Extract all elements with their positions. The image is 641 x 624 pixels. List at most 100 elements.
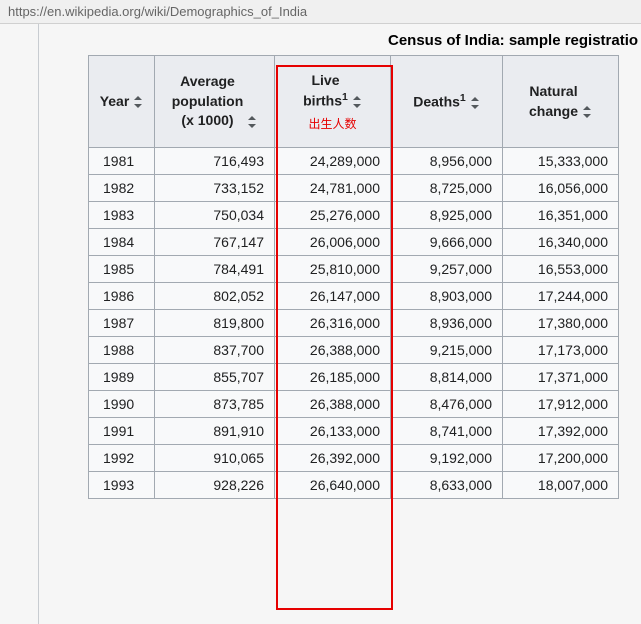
table-cell: 8,476,000 xyxy=(391,391,503,418)
column-header[interactable]: Deaths1 xyxy=(391,56,503,148)
sort-icon[interactable] xyxy=(133,95,143,109)
table-cell: 928,226 xyxy=(155,472,275,499)
column-label: Year xyxy=(100,92,130,112)
table-cell: 17,244,000 xyxy=(503,283,619,310)
table-cell: 1988 xyxy=(89,337,155,364)
table-cell: 1991 xyxy=(89,418,155,445)
table-cell: 24,781,000 xyxy=(275,175,391,202)
column-header[interactable]: Averagepopulation(x 1000) xyxy=(155,56,275,148)
table-cell: 8,936,000 xyxy=(391,310,503,337)
table-cell: 1986 xyxy=(89,283,155,310)
table-cell: 716,493 xyxy=(155,148,275,175)
table-cell: 26,006,000 xyxy=(275,229,391,256)
table-cell: 17,371,000 xyxy=(503,364,619,391)
table-cell: 26,133,000 xyxy=(275,418,391,445)
table-cell: 1990 xyxy=(89,391,155,418)
table-cell: 17,912,000 xyxy=(503,391,619,418)
table-cell: 16,056,000 xyxy=(503,175,619,202)
table-cell: 1987 xyxy=(89,310,155,337)
table-cell: 26,147,000 xyxy=(275,283,391,310)
table-cell: 26,392,000 xyxy=(275,445,391,472)
table-body: 1981716,49324,289,0008,956,00015,333,000… xyxy=(89,148,619,499)
table-cell: 733,152 xyxy=(155,175,275,202)
table-cell: 26,388,000 xyxy=(275,337,391,364)
table-cell: 16,351,000 xyxy=(503,202,619,229)
table-cell: 9,215,000 xyxy=(391,337,503,364)
column-header[interactable]: Year xyxy=(89,56,155,148)
table-cell: 8,814,000 xyxy=(391,364,503,391)
table-cell: 26,316,000 xyxy=(275,310,391,337)
table-row: 1992910,06526,392,0009,192,00017,200,000 xyxy=(89,445,619,472)
table-cell: 9,666,000 xyxy=(391,229,503,256)
table-cell: 8,956,000 xyxy=(391,148,503,175)
table-cell: 750,034 xyxy=(155,202,275,229)
sort-icon[interactable] xyxy=(470,96,480,110)
sort-icon[interactable] xyxy=(247,115,257,129)
table-cell: 26,388,000 xyxy=(275,391,391,418)
table-cell: 1982 xyxy=(89,175,155,202)
sort-icon[interactable] xyxy=(582,105,592,119)
table-cell: 819,800 xyxy=(155,310,275,337)
sort-icon[interactable] xyxy=(352,95,362,109)
table-cell: 15,333,000 xyxy=(503,148,619,175)
table-cell: 17,200,000 xyxy=(503,445,619,472)
table-cell: 855,707 xyxy=(155,364,275,391)
table-cell: 1985 xyxy=(89,256,155,283)
column-header[interactable]: Naturalchange xyxy=(503,56,619,148)
table-cell: 16,553,000 xyxy=(503,256,619,283)
table-row: 1984767,14726,006,0009,666,00016,340,000 xyxy=(89,229,619,256)
table-cell: 8,925,000 xyxy=(391,202,503,229)
page-title: Census of India: sample registratio xyxy=(88,30,641,55)
column-header[interactable]: Livebirths1 出生人数 xyxy=(275,56,391,148)
table-cell: 26,640,000 xyxy=(275,472,391,499)
column-label: Deaths1 xyxy=(413,91,466,112)
page-content: Census of India: sample registratio Year… xyxy=(0,24,641,499)
table-cell: 8,633,000 xyxy=(391,472,503,499)
url-text: https://en.wikipedia.org/wiki/Demographi… xyxy=(8,4,307,19)
table-row: 1990873,78526,388,0008,476,00017,912,000 xyxy=(89,391,619,418)
table-row: 1983750,03425,276,0008,925,00016,351,000 xyxy=(89,202,619,229)
table-row: 1987819,80026,316,0008,936,00017,380,000 xyxy=(89,310,619,337)
table-cell: 17,392,000 xyxy=(503,418,619,445)
table-cell: 1993 xyxy=(89,472,155,499)
column-label: Averagepopulation(x 1000) xyxy=(172,72,244,131)
table-cell: 26,185,000 xyxy=(275,364,391,391)
table-cell: 16,340,000 xyxy=(503,229,619,256)
table-cell: 1981 xyxy=(89,148,155,175)
url-bar: https://en.wikipedia.org/wiki/Demographi… xyxy=(0,0,641,24)
table-cell: 8,741,000 xyxy=(391,418,503,445)
table-cell: 1989 xyxy=(89,364,155,391)
table-cell: 17,173,000 xyxy=(503,337,619,364)
table-cell: 767,147 xyxy=(155,229,275,256)
table-row: 1989855,70726,185,0008,814,00017,371,000 xyxy=(89,364,619,391)
table-cell: 784,491 xyxy=(155,256,275,283)
table-row: 1993928,22626,640,0008,633,00018,007,000 xyxy=(89,472,619,499)
table-cell: 1984 xyxy=(89,229,155,256)
census-table: Year Averagepopulation(x 1000) Livebirths1… xyxy=(88,55,619,499)
table-row: 1981716,49324,289,0008,956,00015,333,000 xyxy=(89,148,619,175)
table-cell: 9,257,000 xyxy=(391,256,503,283)
sidebar-divider xyxy=(38,24,39,624)
annotation-text: 出生人数 xyxy=(285,116,380,133)
table-row: 1982733,15224,781,0008,725,00016,056,000 xyxy=(89,175,619,202)
table-row: 1988837,70026,388,0009,215,00017,173,000 xyxy=(89,337,619,364)
table-row: 1985784,49125,810,0009,257,00016,553,000 xyxy=(89,256,619,283)
column-label: Naturalchange xyxy=(529,82,578,121)
table-cell: 25,276,000 xyxy=(275,202,391,229)
table-cell: 802,052 xyxy=(155,283,275,310)
table-cell: 25,810,000 xyxy=(275,256,391,283)
table-cell: 9,192,000 xyxy=(391,445,503,472)
table-cell: 24,289,000 xyxy=(275,148,391,175)
table-cell: 8,725,000 xyxy=(391,175,503,202)
table-row: 1986802,05226,147,0008,903,00017,244,000 xyxy=(89,283,619,310)
table-cell: 873,785 xyxy=(155,391,275,418)
column-label: Livebirths1 xyxy=(303,71,348,112)
table-cell: 1992 xyxy=(89,445,155,472)
table-cell: 1983 xyxy=(89,202,155,229)
table-cell: 8,903,000 xyxy=(391,283,503,310)
table-cell: 910,065 xyxy=(155,445,275,472)
table-header-row: Year Averagepopulation(x 1000) Livebirths1… xyxy=(89,56,619,148)
table-cell: 18,007,000 xyxy=(503,472,619,499)
table-cell: 891,910 xyxy=(155,418,275,445)
table-row: 1991891,91026,133,0008,741,00017,392,000 xyxy=(89,418,619,445)
